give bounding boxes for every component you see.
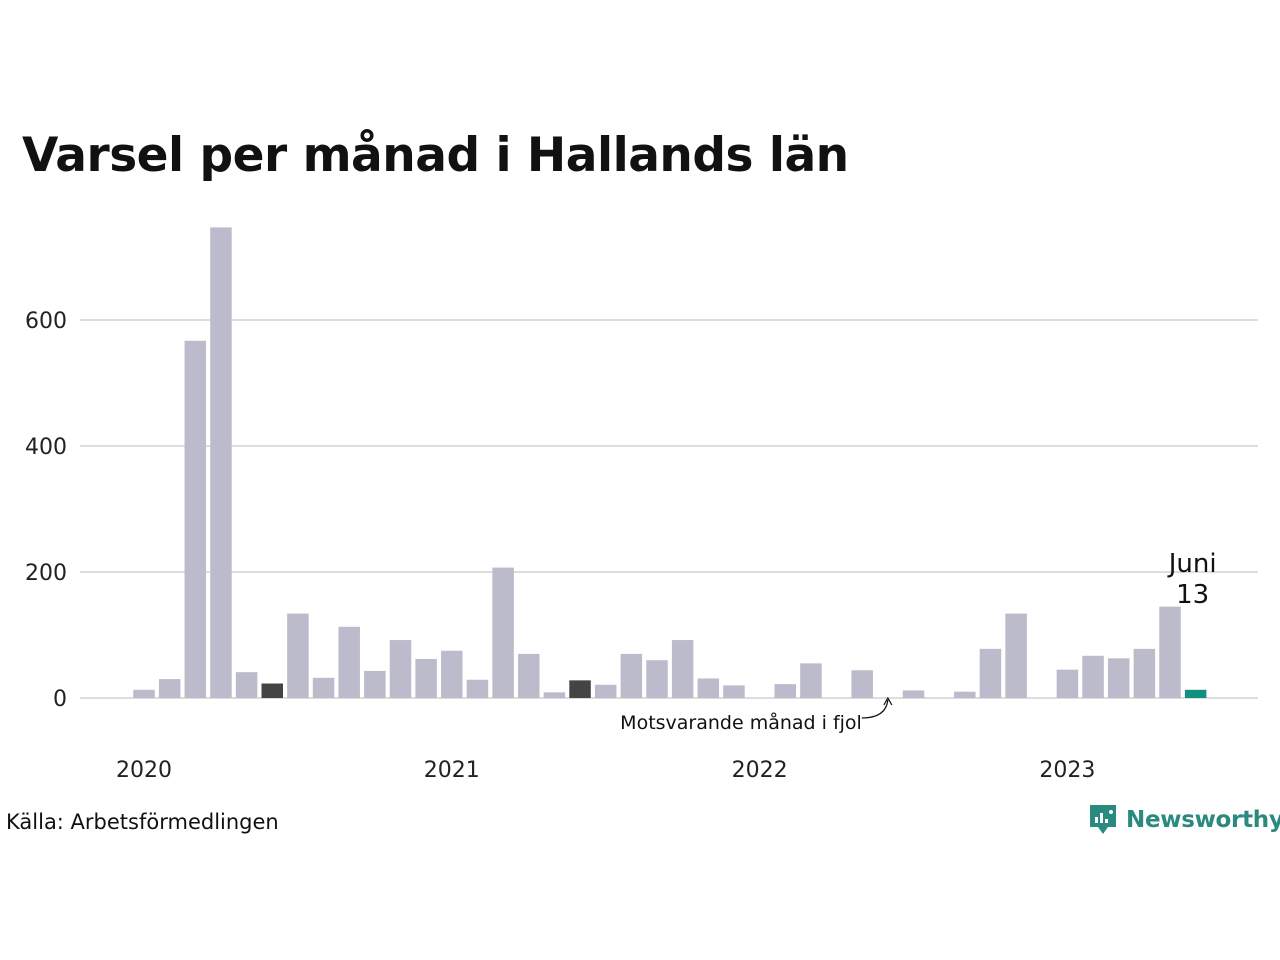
brand-name: Newsworthy (1126, 807, 1280, 833)
bar-2021-12 (723, 685, 745, 698)
bar-2020-02 (158, 679, 181, 698)
current-month-value: 13 (1176, 580, 1209, 610)
bar-2023-02 (1082, 655, 1104, 698)
bar-2022-09 (954, 691, 976, 698)
bar-2022-03 (800, 663, 822, 698)
y-axis-ticks: 0 200 400 600 (25, 309, 67, 712)
bar-2021-05 (543, 692, 566, 698)
bar-2020-07 (287, 613, 309, 698)
bar-2021-11 (697, 678, 720, 698)
bar-2023-03 (1107, 658, 1130, 698)
bar-chart: 0 200 400 600 2020 2021 2022 2023 Motsvarande … (25, 227, 1258, 783)
bar-2020-06 (261, 683, 283, 698)
bar-2023-04 (1133, 648, 1156, 698)
bars (133, 227, 1207, 698)
y-tick-label: 0 (53, 687, 67, 712)
annotation-text: Motsvarande månad i fjol (620, 711, 862, 734)
bar-2021-07 (594, 684, 617, 698)
bar-2021-03 (492, 567, 514, 698)
bar-2021-10 (671, 640, 694, 698)
bar-2021-02 (466, 679, 489, 698)
brand-logo: Newsworthy (1088, 803, 1280, 837)
bar-2021-04 (518, 653, 540, 698)
y-tick-label: 200 (25, 561, 67, 586)
bar-2023-06 (1184, 689, 1207, 698)
bar-2023-05 (1159, 606, 1181, 698)
bar-2022-11 (1005, 613, 1027, 698)
bar-2021-08 (620, 653, 643, 698)
bar-2022-07 (902, 690, 925, 698)
x-tick-label: 2021 (424, 758, 480, 783)
bar-2020-10 (364, 670, 386, 698)
x-tick-label: 2023 (1039, 758, 1095, 783)
bar-2020-01 (133, 689, 155, 698)
bar-2022-05 (851, 670, 873, 698)
bar-2020-12 (415, 658, 437, 698)
x-axis-ticks: 2020 2021 2022 2023 (116, 758, 1095, 783)
annotation-arrow (861, 696, 893, 719)
newsworthy-logo-icon (1090, 805, 1116, 834)
bar-2022-02 (774, 684, 796, 698)
x-tick-label: 2020 (116, 758, 172, 783)
last-year-annotation: Motsvarande månad i fjol (620, 696, 893, 734)
gridlines (80, 319, 1258, 699)
chart-title: Varsel per månad i Hallands län (22, 128, 849, 183)
bar-2020-11 (389, 640, 412, 698)
bar-2020-08 (312, 677, 335, 698)
bar-2021-01 (441, 650, 463, 698)
bar-2020-03 (184, 340, 207, 698)
bar-2020-04 (210, 227, 232, 698)
bar-2021-06 (569, 680, 591, 698)
y-tick-label: 400 (25, 435, 67, 460)
current-month-label: Juni 13 (1167, 549, 1217, 610)
bar-2021-09 (646, 660, 668, 698)
bar-2020-09 (338, 626, 360, 698)
bar-2020-05 (235, 672, 258, 698)
source-note: Källa: Arbetsförmedlingen (6, 810, 279, 834)
x-tick-label: 2022 (732, 758, 788, 783)
bar-2023-01 (1056, 669, 1079, 698)
bar-2022-10 (979, 648, 1002, 698)
y-tick-label: 600 (25, 309, 67, 334)
current-month-name: Juni (1167, 549, 1217, 579)
